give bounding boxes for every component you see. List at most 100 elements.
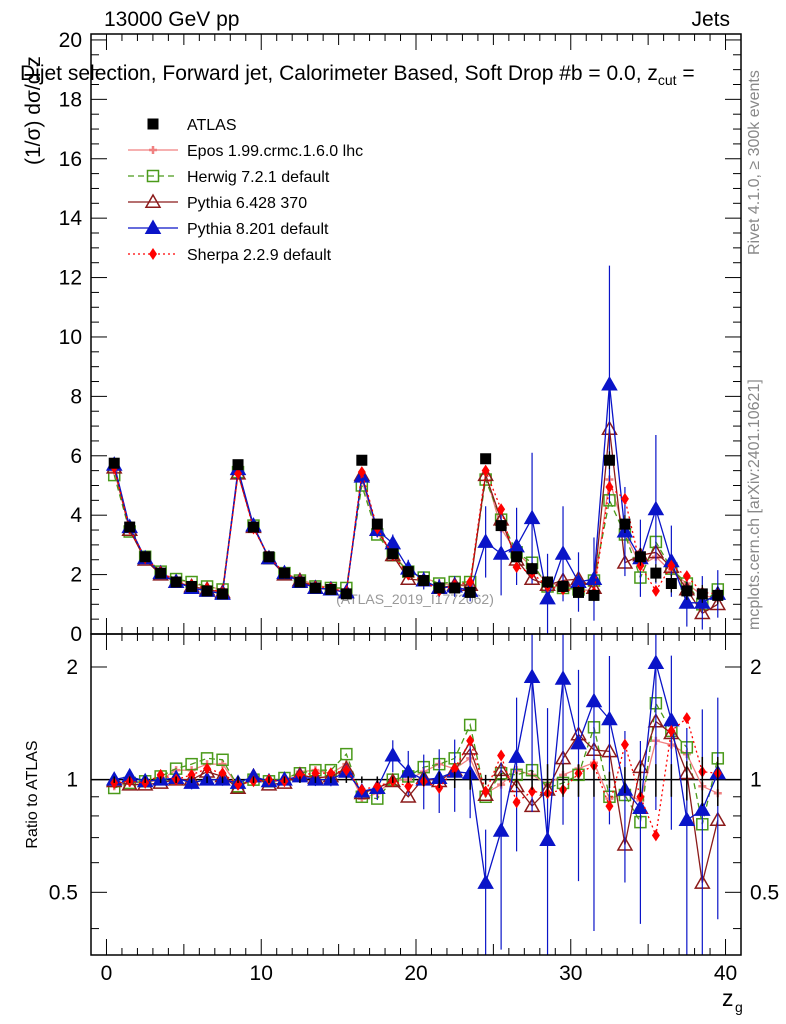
ratio-point-sherpa-2-2-9-default bbox=[203, 762, 212, 775]
legend-label-atlas: ATLAS bbox=[187, 117, 237, 134]
ratio-point-sherpa-2-2-9-default bbox=[234, 778, 243, 791]
data-point-atlas bbox=[155, 567, 167, 579]
y-tick-label: 0 bbox=[70, 623, 82, 646]
plot-title: Dijet selection, Forward jet, Calorimete… bbox=[20, 62, 695, 88]
ratio-point-sherpa-2-2-9-default bbox=[620, 738, 629, 751]
ratio-point-sherpa-2-2-9-default bbox=[497, 749, 506, 762]
ratio-point-sherpa-2-2-9-default bbox=[326, 767, 335, 780]
ratio-point-pythia-8-201-default bbox=[585, 692, 603, 708]
y-tick-label: 12 bbox=[59, 267, 82, 290]
legend-label-epos-1-99-crmc-1-6-0-lhc: Epos 1.99.crmc.1.6.0 lhc bbox=[187, 143, 363, 160]
y-tick-label: 20 bbox=[59, 29, 82, 52]
ratio-line-pythia-6-428-370 bbox=[114, 720, 719, 883]
ratio-y-tick-label: 0.5 bbox=[49, 881, 78, 904]
data-point-atlas bbox=[124, 521, 136, 533]
data-point-atlas bbox=[278, 567, 290, 579]
plot-title-main: Dijet selection, Forward jet, Calorimete… bbox=[20, 62, 658, 85]
y-axis-label: (1/σ) dσ/d z bbox=[22, 56, 45, 165]
x-tick-label: 20 bbox=[404, 962, 427, 985]
plot-title-sub: cut bbox=[657, 72, 677, 89]
ratio-point-pythia-8-201-default bbox=[647, 654, 665, 669]
data-point-atlas bbox=[170, 576, 182, 588]
y-tick-label: 6 bbox=[70, 445, 82, 468]
ratio-point-herwig-7-2-1-default bbox=[340, 747, 353, 761]
ratio-axis-label: Ratio to ATLAS bbox=[24, 740, 41, 848]
data-point-atlas bbox=[464, 586, 476, 598]
ratio-point-sherpa-2-2-9-default bbox=[528, 785, 537, 798]
ratio-point-pythia-8-201-default bbox=[678, 811, 696, 827]
data-point-pythia-8-201-default bbox=[647, 500, 665, 516]
data-point-pythia-8-201-default bbox=[678, 594, 696, 609]
data-point-atlas bbox=[217, 588, 229, 600]
data-point-sherpa-2-2-9-default bbox=[682, 570, 691, 583]
data-point-atlas bbox=[480, 453, 492, 465]
y-tick-label: 8 bbox=[70, 385, 82, 408]
data-point-sherpa-2-2-9-default bbox=[620, 492, 629, 505]
data-point-atlas bbox=[186, 580, 198, 592]
data-point-pythia-8-201-default bbox=[554, 545, 572, 560]
data-point-sherpa-2-2-9-default bbox=[667, 559, 676, 572]
ratio-point-sherpa-2-2-9-default bbox=[357, 783, 366, 796]
ratio-line-sherpa-2-2-9-default bbox=[114, 717, 718, 838]
data-point-sherpa-2-2-9-default bbox=[512, 561, 521, 574]
ratio-point-sherpa-2-2-9-default bbox=[342, 764, 351, 777]
ratio-point-pythia-8-201-default bbox=[539, 831, 556, 846]
data-point-atlas bbox=[588, 589, 600, 601]
x-tick-label: 30 bbox=[559, 962, 582, 985]
data-point-atlas bbox=[325, 583, 337, 595]
ratio-point-pythia-8-201-default bbox=[492, 822, 510, 837]
data-point-pythia-8-201-default bbox=[601, 375, 618, 391]
y-tick-label: 16 bbox=[59, 148, 82, 171]
data-point-atlas bbox=[665, 578, 677, 590]
y-tick-label: 10 bbox=[59, 326, 82, 349]
data-point-atlas bbox=[387, 548, 399, 560]
data-point-atlas bbox=[619, 518, 631, 530]
legend-marker-epos-1-99-crmc-1-6-0-lhc bbox=[149, 146, 157, 154]
legend-marker-pythia-8-201-default bbox=[144, 219, 162, 234]
ratio-y-tick-label: 1 bbox=[66, 769, 78, 792]
data-point-atlas bbox=[294, 576, 306, 588]
ratio-point-sherpa-2-2-9-default bbox=[651, 829, 660, 842]
ratio-point-sherpa-2-2-9-default bbox=[218, 767, 227, 780]
legend-label-herwig-7-2-1-default: Herwig 7.2.1 default bbox=[187, 169, 330, 186]
ratio-y-tick-label-right: 1 bbox=[750, 769, 762, 792]
ratio-series-group bbox=[105, 634, 727, 955]
ratio-point-herwig-7-2-1-default bbox=[216, 753, 229, 767]
plot-title-tail: = bbox=[676, 62, 695, 85]
data-point-atlas bbox=[603, 454, 615, 466]
ratio-point-pythia-8-201-default bbox=[554, 670, 572, 685]
ratio-point-pythia-6-428-370 bbox=[399, 788, 417, 803]
ratio-point-sherpa-2-2-9-default bbox=[404, 780, 413, 793]
data-point-atlas bbox=[263, 551, 275, 563]
ratio-point-pythia-8-201-default bbox=[477, 874, 494, 889]
data-point-atlas bbox=[108, 457, 120, 469]
data-point-pythia-6-428-370 bbox=[523, 570, 541, 586]
main-series-group bbox=[105, 265, 727, 634]
data-point-atlas bbox=[634, 551, 646, 563]
ratio-y-tick-label-right: 0.5 bbox=[750, 881, 779, 904]
ratio-point-sherpa-2-2-9-default bbox=[156, 768, 165, 781]
ratio-line-pythia-8-201-default bbox=[114, 662, 719, 884]
ratio-point-pythia-8-201-default bbox=[508, 748, 525, 763]
data-point-atlas bbox=[495, 520, 507, 532]
data-point-sherpa-2-2-9-default bbox=[605, 480, 614, 493]
ratio-plot-frame bbox=[90, 633, 742, 956]
data-point-atlas bbox=[433, 582, 445, 594]
data-point-atlas bbox=[402, 566, 414, 578]
mcplots-label: mcplots.cern.ch [arXiv:2401.10621] bbox=[746, 379, 763, 630]
y-tick-label: 4 bbox=[70, 504, 82, 527]
data-point-atlas bbox=[650, 567, 662, 579]
ratio-point-pythia-8-201-default bbox=[601, 710, 618, 726]
y-tick-label: 14 bbox=[59, 207, 83, 230]
series-line-pythia-8-201-default bbox=[113, 384, 719, 604]
ratio-point-sherpa-2-2-9-default bbox=[512, 796, 521, 809]
x-tick-label: 40 bbox=[714, 962, 737, 985]
y-tick-label: 18 bbox=[59, 88, 82, 111]
data-point-atlas bbox=[356, 454, 368, 466]
ratio-point-sherpa-2-2-9-default bbox=[311, 767, 320, 780]
legend-marker-sherpa-2-2-9-default bbox=[149, 248, 157, 260]
data-point-atlas bbox=[340, 588, 352, 600]
ratio-point-sherpa-2-2-9-default bbox=[450, 762, 459, 775]
data-point-atlas bbox=[232, 459, 244, 471]
data-point-sherpa-2-2-9-default bbox=[497, 503, 506, 516]
